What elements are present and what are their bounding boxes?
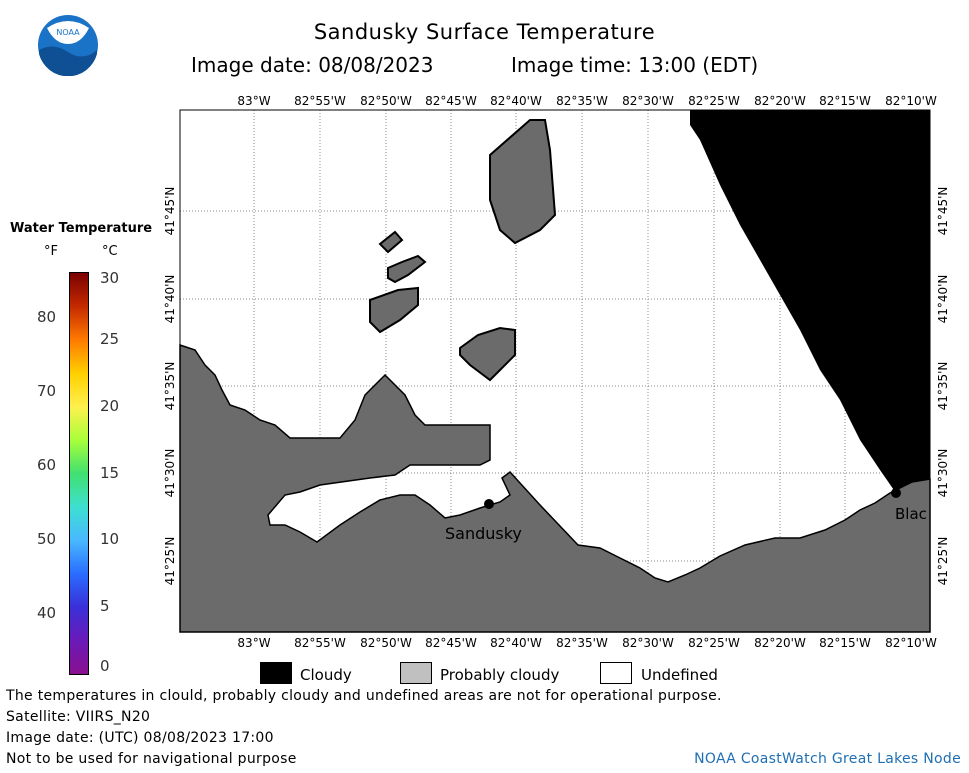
latitude-label-right: 41°25'N	[936, 537, 950, 586]
longitude-label-top: 82°40'W	[490, 94, 542, 108]
legend-probably-cloudy-label: Probably cloudy	[440, 666, 560, 684]
longitude-label-top: 83°W	[237, 94, 270, 108]
longitude-label-top: 82°20'W	[754, 94, 806, 108]
longitude-label-top: 82°10'W	[885, 94, 937, 108]
longitude-label-top: 82°35'W	[556, 94, 608, 108]
longitude-label-top: 82°45'W	[425, 94, 477, 108]
small-island-1	[378, 230, 404, 254]
cloudy-region	[690, 110, 930, 493]
latitude-label-left: 41°40'N	[163, 275, 177, 324]
kelleys-island	[489, 119, 557, 245]
longitude-label-bottom: 82°35'W	[556, 636, 608, 650]
longitude-label-bottom: 82°20'W	[754, 636, 806, 650]
navigation-warning: Not to be used for navigational purpose	[6, 751, 297, 767]
disclaimer-text: The temperatures in clould, probably clo…	[6, 688, 722, 704]
latitude-label-right: 41°30'N	[936, 449, 950, 498]
logo-text: NOAA	[56, 28, 80, 37]
map-frame	[179, 109, 931, 633]
legend-cloudy-swatch	[260, 662, 292, 684]
longitude-label-top: 82°25'W	[688, 94, 740, 108]
latitude-labels-left: 41°45'N 41°40'N 41°35'N 41°30'N 41°25'N	[163, 187, 177, 586]
longitude-label-bottom: 83°W	[237, 636, 270, 650]
latitude-label-right: 41°35'N	[936, 362, 950, 411]
fahrenheit-tick-label: 70	[37, 382, 57, 400]
sandusky-label: Sandusky	[445, 524, 522, 543]
legend-probably-cloudy-swatch	[400, 662, 432, 684]
legend-cloudy-label: Cloudy	[300, 666, 352, 684]
fahrenheit-tick-label: 60	[37, 456, 57, 474]
celsius-tick-label: 25	[100, 330, 120, 348]
land-south-shore	[179, 343, 931, 633]
image-time: Image time: 13:00 (EDT)	[511, 53, 759, 77]
longitude-label-bottom: 82°30'W	[622, 636, 674, 650]
legend-undefined-label: Undefined	[641, 666, 718, 684]
credit-text: NOAA CoastWatch Great Lakes Node	[694, 751, 961, 767]
longitude-label-top: 82°30'W	[622, 94, 674, 108]
sandusky-marker	[484, 499, 494, 509]
unit-celsius: °C	[102, 244, 118, 259]
longitude-label-top: 82°50'W	[360, 94, 412, 108]
longitude-label-bottom: 82°10'W	[885, 636, 937, 650]
temperature-colorbar	[69, 272, 89, 675]
scale-title: Water Temperature	[10, 221, 153, 236]
fahrenheit-tick-label: 50	[37, 530, 57, 548]
satellite-text: Satellite: VIIRS_N20	[6, 709, 151, 725]
latitude-label-left: 41°30'N	[163, 449, 177, 498]
latitude-label-right: 41°45'N	[936, 187, 950, 236]
noaa-logo-icon: NOAA	[38, 15, 98, 76]
longitude-labels-top: 83°W 82°55'W 82°50'W 82°45'W 82°40'W 82°35'W 8…	[237, 94, 937, 108]
longitude-label-bottom: 82°25'W	[688, 636, 740, 650]
legend-undefined-swatch	[600, 662, 632, 684]
utc-date-text: Image date: (UTC) 08/08/2023 17:00	[6, 730, 274, 746]
bass-island	[369, 286, 419, 334]
blackpoint-label: Blac	[895, 505, 927, 523]
longitude-labels-bottom: 83°W 82°55'W 82°50'W 82°45'W 82°40'W 82°35'W 8…	[237, 636, 937, 650]
fahrenheit-tick-label: 40	[37, 604, 57, 622]
longitude-label-bottom: 82°50'W	[360, 636, 412, 650]
latitude-label-left: 41°45'N	[163, 187, 177, 236]
celsius-tick-label: 0	[100, 657, 110, 675]
image-date: Image date: 08/08/2023	[191, 53, 434, 77]
small-island-2	[387, 254, 427, 284]
celsius-tick-label: 10	[100, 530, 120, 548]
unit-fahrenheit: °F	[44, 244, 58, 259]
celsius-tick-label: 30	[100, 269, 120, 287]
longitude-label-top: 82°55'W	[294, 94, 346, 108]
latitude-label-left: 41°25'N	[163, 537, 177, 586]
celsius-tick-label: 20	[100, 397, 120, 415]
longitude-label-top: 82°15'W	[819, 94, 871, 108]
celsius-tick-label: 5	[100, 597, 110, 615]
celsius-tick-label: 15	[100, 464, 120, 482]
longitude-label-bottom: 82°55'W	[294, 636, 346, 650]
map-title: Sandusky Surface Temperature	[313, 20, 656, 44]
latitude-label-right: 41°40'N	[936, 275, 950, 324]
latitude-labels-right: 41°45'N 41°40'N 41°35'N 41°30'N 41°25'N	[936, 187, 950, 586]
fahrenheit-tick-label: 80	[37, 308, 57, 326]
blackpoint-marker	[891, 488, 901, 498]
latitude-label-left: 41°35'N	[163, 362, 177, 411]
middle-island	[459, 326, 516, 382]
longitude-label-bottom: 82°15'W	[819, 636, 871, 650]
longitude-label-bottom: 82°40'W	[490, 636, 542, 650]
longitude-label-bottom: 82°45'W	[425, 636, 477, 650]
